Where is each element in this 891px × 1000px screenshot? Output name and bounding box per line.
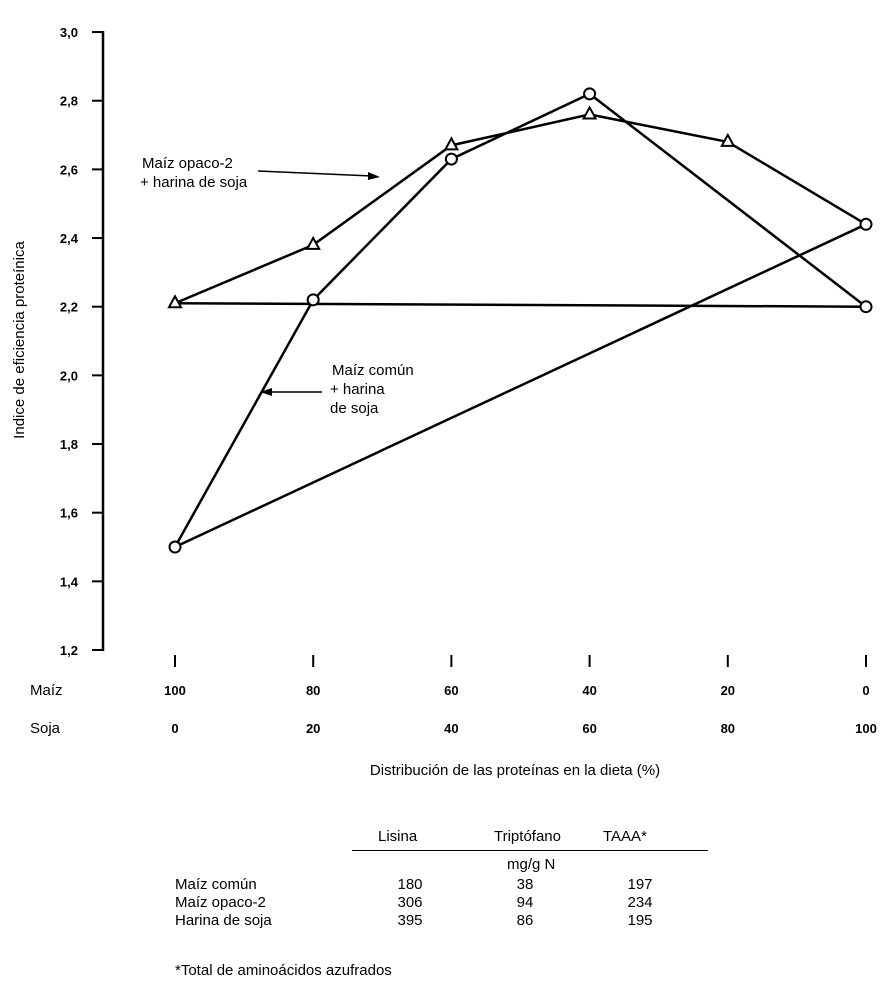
- y-tick-label: 2,4: [60, 231, 79, 246]
- annotation-text: + harina de soja: [140, 174, 248, 191]
- data-point-triangle: [720, 132, 736, 147]
- x-tick-label: 40: [444, 721, 458, 736]
- table-header-lisina: Lisina: [378, 828, 418, 845]
- data-point-circle: [306, 293, 320, 307]
- x-row-label: Maíz: [30, 682, 63, 699]
- table-cell: 234: [627, 894, 653, 911]
- series-line-opaco2: [174, 113, 867, 305]
- y-tick-label: 1,4: [60, 574, 79, 589]
- x-tick-label: 60: [444, 683, 458, 698]
- data-point-triangle: [305, 235, 321, 250]
- data-point-triangle: [581, 105, 598, 120]
- x-tick-label: 80: [306, 683, 320, 698]
- y-tick-label: 2,0: [60, 368, 78, 383]
- table-header-taaa: TAAA*: [603, 828, 647, 845]
- data-point-circle: [444, 152, 458, 166]
- table-cell: 197: [627, 876, 653, 893]
- x-tick-label: 0: [171, 721, 178, 736]
- y-axis-title: Indice de eficiencia proteínica: [11, 241, 28, 439]
- table-cell: 195: [627, 912, 653, 929]
- data-point-circle: [859, 300, 873, 314]
- data-point-circle: [859, 217, 873, 231]
- table-row-label: Maíz opaco-2: [175, 894, 266, 911]
- y-tick-label: 2,6: [60, 162, 78, 177]
- table-cell: 395: [397, 912, 423, 929]
- x-tick-label: 20: [721, 683, 735, 698]
- data-point-triangle: [167, 294, 183, 309]
- x-tick-label: 100: [855, 721, 877, 736]
- table-row-label: Harina de soja: [175, 912, 272, 929]
- table-cell: 306: [397, 894, 423, 911]
- x-tick-label: 100: [164, 683, 186, 698]
- annotation-text: + harina: [330, 381, 385, 398]
- y-tick-label: 2,2: [60, 300, 78, 315]
- table-header-triptofano: Triptófano: [494, 828, 561, 845]
- x-axis-title: Distribución de las proteínas en la diet…: [370, 762, 660, 779]
- y-tick-label: 1,8: [60, 437, 78, 452]
- annotation-text: Maíz opaco-2: [142, 155, 233, 172]
- table-unit: mg/g N: [507, 856, 556, 873]
- x-tick-label: 60: [582, 721, 596, 736]
- table-cell: 86: [516, 912, 534, 929]
- arrow-head-icon: [368, 172, 380, 180]
- data-point-circle: [583, 87, 597, 101]
- reference-line: [174, 302, 867, 308]
- x-tick-label: 0: [862, 683, 869, 698]
- x-tick-label: 20: [306, 721, 320, 736]
- y-tick-label: 1,6: [60, 506, 78, 521]
- chart: 3,0 2,8 2,6 2,4 2,2 2,0 1,8 1,6 1,4 1,2 Indice de …: [11, 25, 877, 779]
- reference-line: [174, 223, 867, 549]
- y-tick-label: 1,2: [60, 643, 78, 658]
- x-tick-label: 40: [582, 683, 596, 698]
- y-tick-label: 3,0: [60, 25, 78, 40]
- table-cell: 94: [516, 894, 534, 911]
- table-rule: [352, 850, 708, 851]
- data-point-triangle: [443, 136, 460, 151]
- annotation-arrow: [257, 170, 373, 177]
- table-cell: 180: [397, 876, 423, 893]
- table-row-label: Maíz común: [175, 876, 257, 893]
- annotation-text: de soja: [330, 400, 379, 417]
- x-tick-label: 80: [721, 721, 735, 736]
- table-cell: 38: [516, 876, 534, 893]
- y-tick-label: 2,8: [60, 94, 78, 109]
- data-point-circle: [168, 540, 182, 554]
- table-footnote: *Total de aminoácidos azufrados: [175, 962, 392, 979]
- x-row-label: Soja: [30, 720, 61, 737]
- annotation-text: Maíz común: [332, 362, 414, 379]
- arrow-head-icon: [260, 388, 272, 396]
